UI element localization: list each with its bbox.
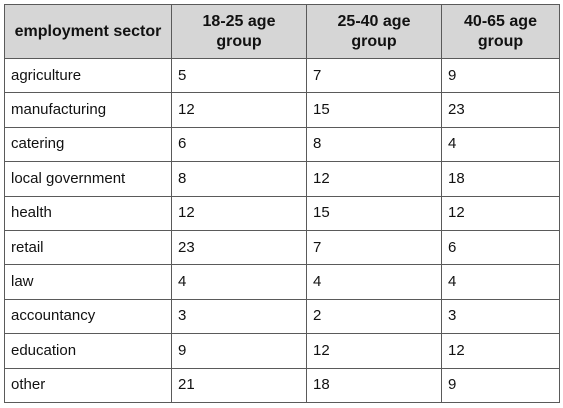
age-40-65-cell: 9: [441, 367, 560, 403]
age-25-40-cell: 7: [306, 57, 442, 94]
age-25-40-cell: 12: [306, 161, 442, 197]
age-18-25-cell: 8: [171, 161, 307, 197]
age-40-65-cell: 4: [441, 264, 560, 300]
table-row: agriculture 5 7 9: [4, 57, 560, 94]
age-40-65-cell: 12: [441, 195, 560, 231]
sector-cell: catering: [4, 126, 172, 163]
age-18-25-cell: 5: [171, 57, 307, 94]
age-18-25-cell: 23: [171, 229, 307, 266]
sector-cell: local government: [4, 161, 172, 197]
table-body: agriculture 5 7 9 manufacturing 12 15 23 caterin…: [4, 57, 560, 403]
age-40-65-cell: 4: [441, 126, 560, 163]
employment-table: employment sector 18-25 age group 25-40 …: [4, 4, 560, 403]
table-row: other 21 18 9: [4, 367, 560, 403]
sector-cell: manufacturing: [4, 92, 172, 128]
table-row: law 4 4 4: [4, 264, 560, 300]
age-25-40-cell: 15: [306, 92, 442, 128]
sector-cell: accountancy: [4, 298, 172, 335]
age-40-65-cell: 9: [441, 57, 560, 94]
table-row: accountancy 3 2 3: [4, 298, 560, 335]
column-header-18-25: 18-25 age group: [171, 4, 307, 59]
age-18-25-cell: 6: [171, 126, 307, 163]
age-40-65-cell: 3: [441, 298, 560, 335]
age-25-40-cell: 18: [306, 367, 442, 403]
age-25-40-cell: 12: [306, 333, 442, 369]
column-header-sector: employment sector: [4, 4, 172, 59]
age-18-25-cell: 21: [171, 367, 307, 403]
age-25-40-cell: 8: [306, 126, 442, 163]
sector-cell: education: [4, 333, 172, 369]
table-row: local government 8 12 18: [4, 161, 560, 197]
sector-cell: other: [4, 367, 172, 403]
table-row: manufacturing 12 15 23: [4, 92, 560, 128]
age-18-25-cell: 12: [171, 195, 307, 231]
table-row: retail 23 7 6: [4, 229, 560, 266]
age-40-65-cell: 18: [441, 161, 560, 197]
age-40-65-cell: 12: [441, 333, 560, 369]
age-18-25-cell: 4: [171, 264, 307, 300]
age-25-40-cell: 7: [306, 229, 442, 266]
age-40-65-cell: 23: [441, 92, 560, 128]
header-row: employment sector 18-25 age group 25-40 …: [4, 4, 560, 59]
table-row: education 9 12 12: [4, 333, 560, 369]
sector-cell: retail: [4, 229, 172, 266]
table-row: health 12 15 12: [4, 195, 560, 231]
age-25-40-cell: 15: [306, 195, 442, 231]
age-18-25-cell: 9: [171, 333, 307, 369]
age-40-65-cell: 6: [441, 229, 560, 266]
age-18-25-cell: 3: [171, 298, 307, 335]
sector-cell: agriculture: [4, 57, 172, 94]
table-row: catering 6 8 4: [4, 126, 560, 163]
age-18-25-cell: 12: [171, 92, 307, 128]
age-25-40-cell: 2: [306, 298, 442, 335]
column-header-40-65: 40-65 age group: [441, 4, 560, 59]
age-25-40-cell: 4: [306, 264, 442, 300]
table-container: employment sector 18-25 age group 25-40 …: [4, 4, 560, 403]
sector-cell: law: [4, 264, 172, 300]
sector-cell: health: [4, 195, 172, 231]
column-header-25-40: 25-40 age group: [306, 4, 442, 59]
